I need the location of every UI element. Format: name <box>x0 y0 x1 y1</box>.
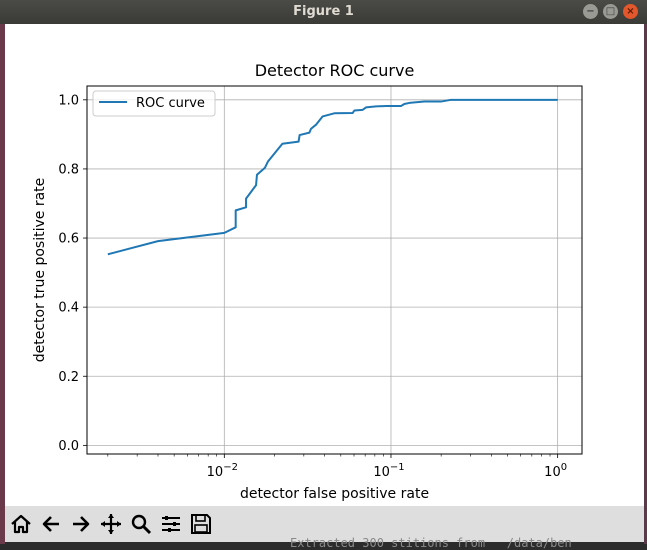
back-icon <box>42 516 59 532</box>
close-icon: × <box>626 6 635 17</box>
forward-icon <box>73 516 90 532</box>
y-tick-label: 0.6 <box>58 232 79 247</box>
back-button[interactable] <box>38 511 64 537</box>
x-tick-base: 10 <box>207 465 224 480</box>
chart-title: Detector ROC curve <box>255 61 415 80</box>
legend-label: ROC curve <box>136 96 205 111</box>
roc-curve-line <box>107 98 558 256</box>
y-tick-label: 0.2 <box>58 370 79 385</box>
maximize-icon: □ <box>605 6 616 17</box>
x-tick-label: 100 <box>544 462 567 480</box>
terminal-text: Extracted 300 stitions from /data/ben <box>290 536 572 550</box>
figure-canvas[interactable]: 0.0 0.2 0.4 0.6 0.8 1.0 10−2 10−1 100 Detector R… <box>5 24 644 506</box>
zoom-icon <box>131 514 152 535</box>
subplots-button[interactable] <box>158 511 184 537</box>
forward-button[interactable] <box>68 511 94 537</box>
legend-box <box>92 90 216 117</box>
x-tick-base: 10 <box>544 465 561 480</box>
x-tick-label: 10−1 <box>373 462 404 480</box>
x-tick-exponent: 0 <box>561 462 567 473</box>
y-axis-label: detector true positive rate <box>32 178 48 363</box>
home-button[interactable] <box>8 511 34 537</box>
maximize-button[interactable]: □ <box>603 4 618 19</box>
x-axis-label: detector false positive rate <box>240 486 429 502</box>
pan-button[interactable] <box>98 511 124 537</box>
save-icon <box>191 514 211 534</box>
y-tick-label: 1.0 <box>58 93 79 108</box>
close-button[interactable]: × <box>623 4 638 19</box>
plot-background <box>87 86 582 454</box>
zoom-button[interactable] <box>128 511 154 537</box>
desktop-edge-right <box>644 24 647 544</box>
x-tick-exponent: −2 <box>223 462 238 473</box>
desktop-edge-left <box>0 24 5 544</box>
legend: ROC curve <box>92 90 216 117</box>
subplots-icon <box>162 516 180 532</box>
x-tick-label: 10−2 <box>207 462 238 480</box>
window-titlebar[interactable]: Figure 1 − □ × <box>0 0 647 24</box>
minimize-button[interactable]: − <box>583 4 598 19</box>
plot-frame <box>86 85 583 455</box>
roc-chart: 0.00.20.40.60.81.010−2 10−1 100 Detector R… <box>32 61 583 502</box>
window-title: Figure 1 <box>293 4 354 19</box>
save-button[interactable] <box>188 511 214 537</box>
minimize-icon: − <box>586 6 595 17</box>
x-tick-base: 10 <box>373 465 390 480</box>
navigation-toolbar <box>5 506 644 542</box>
y-tick-label: 0.0 <box>58 439 79 454</box>
pan-icon <box>101 514 121 534</box>
home-icon <box>11 514 31 534</box>
x-tick-exponent: −1 <box>390 462 405 473</box>
y-tick-label: 0.8 <box>58 162 79 177</box>
y-tick-label: 0.4 <box>58 301 79 316</box>
